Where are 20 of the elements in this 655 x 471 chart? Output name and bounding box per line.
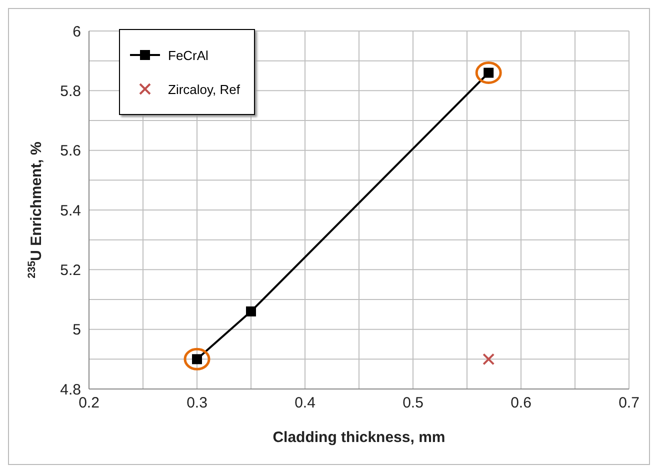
x-tick-label: 0.5 — [402, 394, 424, 412]
point — [246, 306, 256, 316]
y-tick-label: 5 — [72, 322, 81, 339]
x-tick-label: 0.6 — [510, 394, 532, 412]
y-tick-label: 6 — [72, 23, 81, 40]
legend-label: Zircaloy, Ref — [168, 82, 240, 96]
y-tick-label: 5.4 — [60, 202, 81, 220]
point — [184, 348, 210, 370]
y-tick-label: 5.8 — [60, 82, 81, 100]
y-tick-label: 5.2 — [60, 262, 81, 279]
point — [475, 62, 502, 84]
y-tick-label: 5.6 — [60, 142, 81, 160]
x-tick-label: 0.3 — [186, 394, 208, 412]
y-tick-label: 4.8 — [60, 381, 81, 398]
x-tick-label: 0.7 — [618, 394, 640, 412]
x-axis-title: Cladding thickness, mm — [272, 429, 446, 446]
legend-label: FeCrAl — [168, 48, 208, 62]
x-tick-label: 0.4 — [294, 394, 316, 412]
point — [482, 353, 495, 366]
x-tick-label: 0.2 — [78, 394, 100, 412]
